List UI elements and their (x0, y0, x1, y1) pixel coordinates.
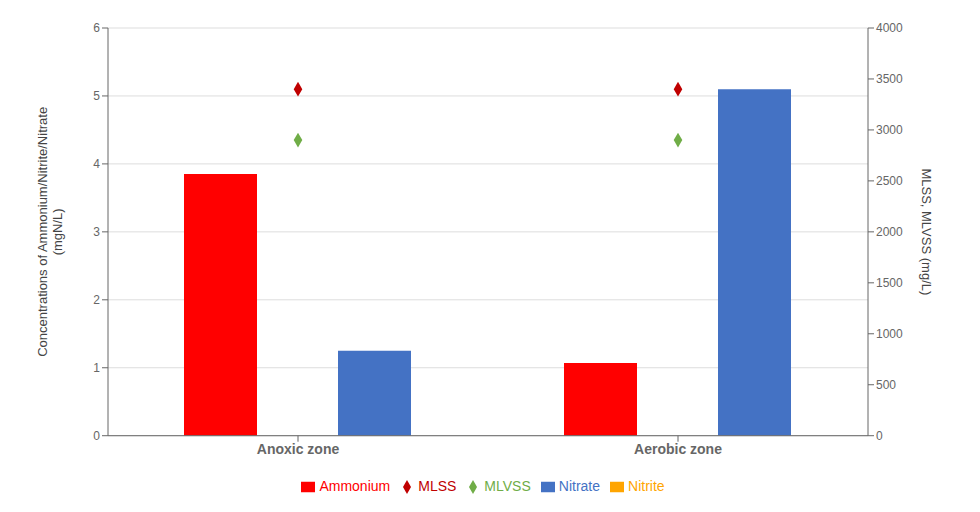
svg-text:500: 500 (876, 378, 896, 392)
svg-text:2500: 2500 (876, 174, 903, 188)
html-text:MLSS: MLSS (418, 477, 457, 494)
svg-text:1000: 1000 (876, 327, 903, 341)
svg-text:Concentrations of Ammonium/Nit: Concentrations of Ammonium/Nitrite/Nitra… (35, 107, 65, 357)
html-text:Ammonium: Ammonium (319, 477, 391, 494)
svg-text:0: 0 (876, 429, 883, 443)
svg-text:4: 4 (93, 157, 100, 171)
html-text:Nitrate: Nitrate (558, 477, 600, 494)
svg-text:1500: 1500 (876, 276, 903, 290)
svg-text:3500: 3500 (876, 72, 903, 86)
svg-text:1: 1 (93, 361, 100, 375)
html-text:Nitrite: Nitrite (628, 477, 665, 494)
svg-text:2000: 2000 (876, 225, 903, 239)
svg-text:2: 2 (93, 293, 100, 307)
svg-text:3: 3 (93, 225, 100, 239)
svg-text:Anoxic zone: Anoxic zone (257, 441, 340, 457)
svg-text:3000: 3000 (876, 123, 903, 137)
svg-text:MLSS, MLVSS (mg/L): MLSS, MLVSS (mg/L) (919, 168, 934, 295)
html-text:MLVSS: MLVSS (484, 477, 531, 494)
svg-text:5: 5 (93, 89, 100, 103)
svg-text:6: 6 (93, 21, 100, 35)
svg-text:0: 0 (93, 429, 100, 443)
svg-text:Aerobic zone: Aerobic zone (634, 441, 722, 457)
svg-text:4000: 4000 (876, 21, 903, 35)
